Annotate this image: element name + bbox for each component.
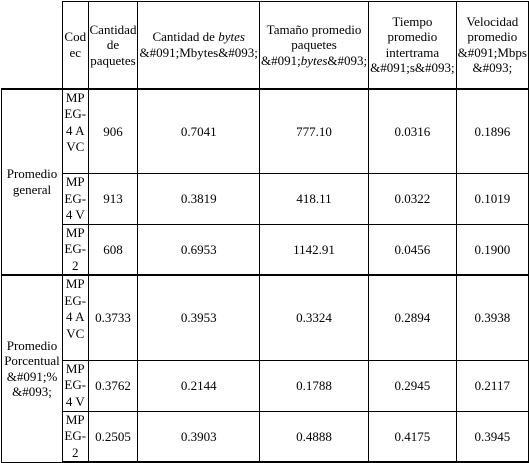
size-cell: 418.11 <box>258 173 370 225</box>
packets-cell: 913 <box>87 173 139 225</box>
table-row: MPEG-4 V 913 0.3819 418.11 0.0322 0.1019 <box>2 173 529 225</box>
header-speed: Velocidad promedio &#091;Mbps &#093; <box>455 1 529 89</box>
size-cell: 777.10 <box>258 87 370 174</box>
time-cell: 0.0322 <box>368 173 457 225</box>
time-cell: 0.4175 <box>368 410 457 463</box>
size-cell: 0.1788 <box>258 359 370 412</box>
packets-cell: 0.3762 <box>87 359 139 412</box>
size-cell: 0.4888 <box>258 410 370 463</box>
codec-cell: MPEG-2 <box>62 410 89 463</box>
time-cell: 0.0456 <box>368 223 457 276</box>
amount-cell: 0.6953 <box>137 223 260 276</box>
packets-cell: 906 <box>87 87 139 174</box>
size-cell: 1142.91 <box>258 223 370 276</box>
packets-cell: 0.3733 <box>87 274 139 361</box>
header-intertime: Tiempo promedio intertrama &#091;s&#093; <box>368 1 457 89</box>
size-cell: 0.3324 <box>258 274 370 361</box>
amount-cell: 0.3953 <box>137 274 260 361</box>
time-cell: 0.2894 <box>368 274 457 361</box>
group-label-general: Promedio general <box>0 87 64 276</box>
header-avgsize: Tamaño promedio paquetes &#091;bytes&#09… <box>258 1 370 89</box>
codec-cell: MPEG-4 AVC <box>62 274 89 361</box>
speed-cell: 0.1019 <box>455 173 529 225</box>
amount-cell: 0.3903 <box>137 410 260 463</box>
codec-cell: MPEG-4 V <box>62 359 89 412</box>
time-cell: 0.2945 <box>368 359 457 412</box>
amount-cell: 0.7041 <box>137 87 260 174</box>
table-row: MPEG-4 V 0.3762 0.2144 0.1788 0.2945 0.2… <box>2 359 529 412</box>
header-packets: Cantidad de paquetes <box>87 1 139 89</box>
speed-cell: 0.1896 <box>455 87 529 174</box>
speed-cell: 0.3938 <box>455 274 529 361</box>
amount-cell: 0.3819 <box>137 173 260 225</box>
codec-cell: MPEG-4 AVC <box>62 87 89 174</box>
header-row: Cod ec Cantidad de paquetes Cantidad de … <box>1 1 529 89</box>
speed-cell: 0.3945 <box>455 410 529 463</box>
corner-cell <box>1 1 64 89</box>
codec-cell: MPEG-4 V <box>62 173 89 225</box>
table-row: Promedio general MPEG-4 AVC 906 0.7041 7… <box>0 87 529 276</box>
codec-cell: MPEG-2 <box>62 223 89 276</box>
packets-cell: 0.2505 <box>87 410 139 463</box>
header-codec: Cod ec <box>62 1 89 89</box>
amount-cell: 0.2144 <box>137 359 260 412</box>
table-row: MPEG-2 0.2505 0.3903 0.4888 0.4175 0.394… <box>2 410 529 463</box>
time-cell: 0.0316 <box>368 87 457 174</box>
speed-cell: 0.2117 <box>455 359 529 412</box>
table-row: MPEG-2 608 0.6953 1142.91 0.0456 0.1900 <box>2 223 529 276</box>
packets-cell: 608 <box>87 223 139 276</box>
table-row: Promedio Porcentual &#091;% &#093; MPEG-… <box>0 274 529 463</box>
speed-cell: 0.1900 <box>455 223 529 276</box>
group-label-percent: Promedio Porcentual &#091;% &#093; <box>0 274 64 463</box>
header-amount: Cantidad de bytes &#091;Mbytes&#093; <box>137 1 260 89</box>
